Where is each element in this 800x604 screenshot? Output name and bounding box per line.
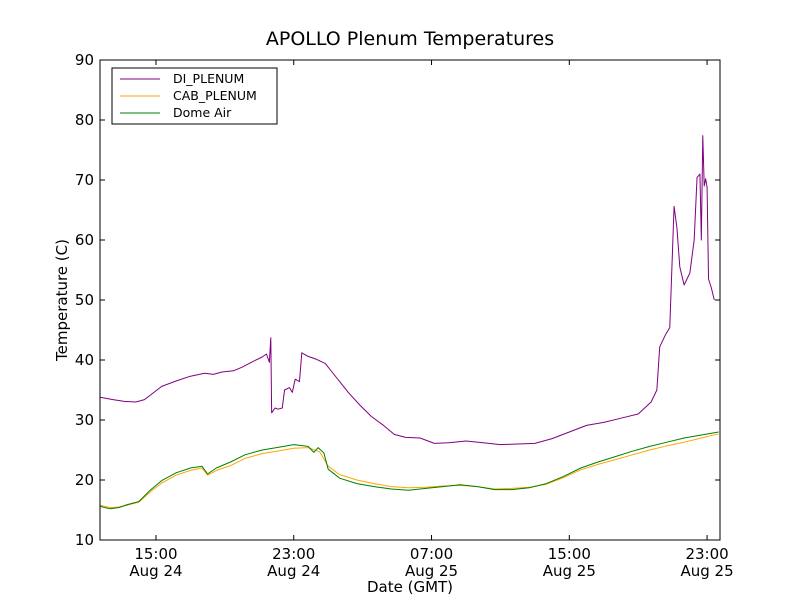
series-line-dome-air <box>100 431 719 510</box>
series-line-di-plenum <box>100 135 715 446</box>
x-tick-label-date: Aug 24 <box>267 562 320 580</box>
y-tick-label: 40 <box>75 351 94 369</box>
y-axis-label: Temperature (C) <box>53 239 71 362</box>
y-tick-label: 80 <box>75 111 94 129</box>
y-tick-label: 10 <box>75 531 94 549</box>
x-tick-label-date: Aug 25 <box>543 562 596 580</box>
y-axis: 10 20 30 40 50 60 70 80 90 <box>75 51 720 549</box>
x-axis-label: Date (GMT) <box>367 578 453 596</box>
y-tick-label: 50 <box>75 291 94 309</box>
x-tick-label-date: Aug 25 <box>405 562 458 580</box>
x-tick-label-time: 15:00 <box>134 545 177 563</box>
legend-label: CAB_PLENUM <box>173 88 257 103</box>
y-tick-label: 70 <box>75 171 94 189</box>
legend-label: DI_PLENUM <box>173 71 244 86</box>
y-tick-label: 60 <box>75 231 94 249</box>
x-tick-label-time: 07:00 <box>410 545 453 563</box>
y-tick-label: 30 <box>75 411 94 429</box>
chart-title: APOLLO Plenum Temperatures <box>266 28 554 50</box>
y-tick-label: 90 <box>75 51 94 69</box>
legend-label: Dome Air <box>173 105 232 120</box>
series-line-cab-plenum <box>100 433 719 509</box>
x-tick-label-time: 23:00 <box>685 545 728 563</box>
x-tick-label-date: Aug 25 <box>681 562 734 580</box>
legend: DI_PLENUM CAB_PLENUM Dome Air <box>111 67 278 125</box>
y-tick-label: 20 <box>75 471 94 489</box>
x-tick-label-date: Aug 24 <box>129 562 182 580</box>
x-tick-label-time: 15:00 <box>548 545 591 563</box>
x-tick-label-time: 23:00 <box>272 545 315 563</box>
